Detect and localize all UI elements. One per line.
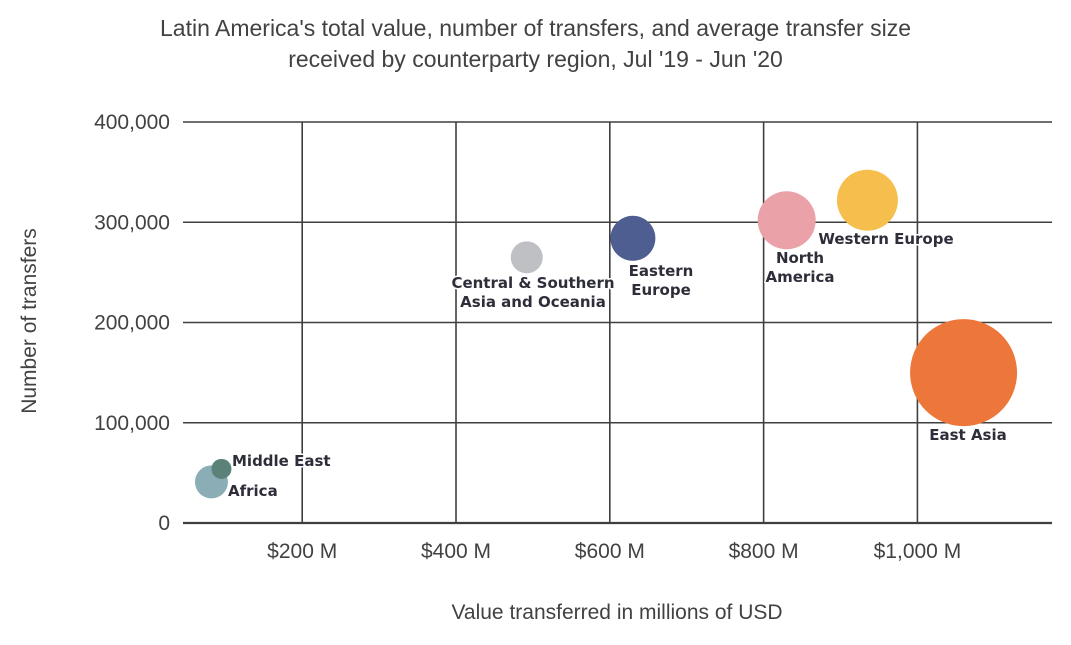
- bubble-label-central-southern-asia-oceania-line2: Asia and Oceania: [460, 293, 606, 311]
- chart-title: Latin America's total value, number of t…: [0, 13, 1071, 75]
- bubble-middle-east[interactable]: [211, 458, 232, 479]
- chart-title-line2: received by counterparty region, Jul '19…: [288, 46, 783, 72]
- x-tick-label-400: $400 M: [421, 540, 491, 563]
- bubble-label-north-america-line2: America: [766, 268, 835, 286]
- x-tick-label-800: $800 M: [729, 540, 799, 563]
- y-tick-label-0: 0: [158, 512, 170, 535]
- bubble-label-western-europe: Western Europe: [818, 230, 953, 248]
- bubble-central-southern-asia-oceania[interactable]: [510, 241, 543, 274]
- bubble-eastern-europe[interactable]: [610, 215, 656, 261]
- bubble-label-central-southern-asia-oceania-line1: Central & Southern: [451, 274, 614, 292]
- y-tick-label-100000: 100,000: [94, 412, 170, 435]
- bubble-label-east-asia: East Asia: [929, 426, 1007, 444]
- y-tick-label-200000: 200,000: [94, 312, 170, 335]
- x-tick-label-1000: $1,000 M: [874, 540, 962, 563]
- chart-title-line1: Latin America's total value, number of t…: [160, 15, 911, 41]
- y-tick-label-400000: 400,000: [94, 111, 170, 134]
- bubble-label-africa: Africa: [228, 482, 278, 500]
- bubble-label-north-america-line1: North: [776, 249, 824, 267]
- x-tick-label-600: $600 M: [575, 540, 645, 563]
- bubble-western-europe[interactable]: [836, 169, 898, 231]
- bubble-label-middle-east: Middle East: [232, 452, 331, 470]
- bubble-label-eastern-europe-line1: Eastern: [629, 262, 694, 280]
- x-tick-label-200: $200 M: [267, 540, 337, 563]
- bubble-north-america[interactable]: [757, 191, 816, 250]
- y-tick-label-300000: 300,000: [94, 211, 170, 234]
- bubble-label-eastern-europe-line2: Europe: [631, 281, 691, 299]
- bubble-east-asia[interactable]: [910, 319, 1018, 427]
- x-axis-title: Value transferred in millions of USD: [451, 601, 783, 624]
